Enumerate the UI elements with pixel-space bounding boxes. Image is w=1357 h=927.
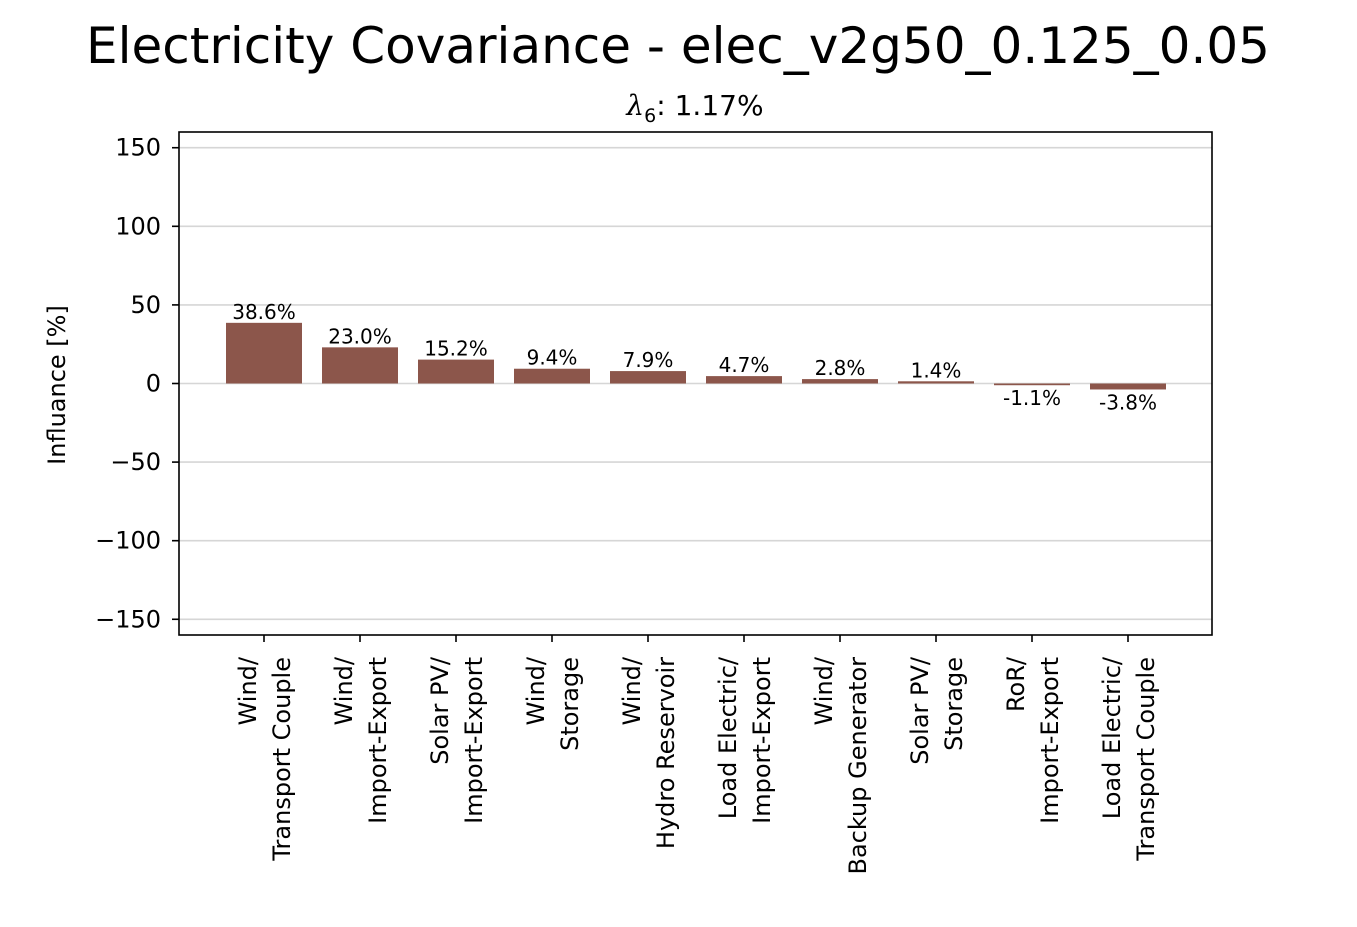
bars	[226, 322, 1166, 390]
x-tick-label: Wind/	[810, 656, 838, 725]
chart-subtitle: λ6: 1.17%	[625, 89, 763, 127]
x-tick-label: Storage	[556, 657, 584, 751]
x-tick-label: Solar PV/	[426, 656, 454, 765]
y-tick-label: −150	[95, 605, 161, 633]
x-axis: Wind/Transport Couple Wind/Import-Export S…	[234, 635, 1160, 874]
x-tick-label: Import-Export	[364, 657, 392, 824]
x-tick-label: Transport Couple	[1132, 657, 1160, 862]
bar	[706, 376, 782, 384]
data-label: 4.7%	[719, 353, 770, 377]
data-label: 1.4%	[911, 358, 962, 382]
plot-frame	[178, 131, 1213, 636]
data-label: 9.4%	[527, 346, 578, 370]
bar	[1090, 383, 1166, 390]
data-label: -3.8%	[1099, 390, 1157, 414]
bar	[226, 322, 302, 384]
data-label: 2.8%	[815, 356, 866, 380]
y-tick-label: 50	[130, 291, 161, 319]
x-tick-label: Solar PV/	[906, 656, 934, 765]
x-tick-label: RoR/	[1002, 656, 1030, 712]
data-label: 7.9%	[623, 348, 674, 372]
y-tick-label: −100	[95, 527, 161, 555]
bar	[514, 368, 590, 384]
x-tick-label: Hydro Reservoir	[652, 657, 680, 849]
subtitle-subscript: 6	[644, 105, 656, 127]
y-axis-label: Influance [%]	[43, 305, 71, 465]
x-tick-label: Wind/	[618, 656, 646, 725]
x-tick-label: Import-Export	[460, 657, 488, 824]
x-tick-label: Wind/	[330, 656, 358, 725]
y-tick-label: 0	[146, 370, 161, 398]
data-label: 23.0%	[328, 324, 392, 348]
x-tick-label: Backup Generator	[844, 657, 872, 875]
bar	[418, 359, 494, 384]
y-tick-label: 150	[115, 134, 161, 162]
x-tick-label: Storage	[940, 657, 968, 751]
subtitle-text: : 1.17%	[656, 89, 763, 122]
x-tick-label: Load Electric/	[714, 656, 742, 819]
data-label: 38.6%	[232, 300, 296, 324]
y-axis: 150 100 50 0 −50 −100 −150	[95, 134, 179, 633]
bar	[898, 381, 974, 384]
x-tick-label: Transport Couple	[268, 657, 296, 862]
data-label: 15.2%	[424, 337, 488, 361]
bar	[610, 371, 686, 384]
data-label: -1.1%	[1003, 386, 1061, 410]
chart-title: Electricity Covariance - elec_v2g50_0.12…	[86, 17, 1270, 75]
bar	[322, 347, 398, 384]
bar	[802, 379, 878, 384]
x-tick-label: Wind/	[522, 656, 550, 725]
data-labels: 38.6% 23.0% 15.2% 9.4% 7.9% 4.7% 2.8% 1.4% -1.1%…	[232, 300, 1157, 415]
x-tick-label: Load Electric/	[1098, 656, 1126, 819]
x-tick-label: Import-Export	[748, 657, 776, 824]
bar	[994, 383, 1070, 386]
y-tick-label: −50	[110, 448, 161, 476]
x-tick-label: Import-Export	[1036, 657, 1064, 824]
x-tick-label: Wind/	[234, 656, 262, 725]
y-tick-label: 100	[115, 212, 161, 240]
subtitle-symbol: λ	[625, 89, 644, 122]
